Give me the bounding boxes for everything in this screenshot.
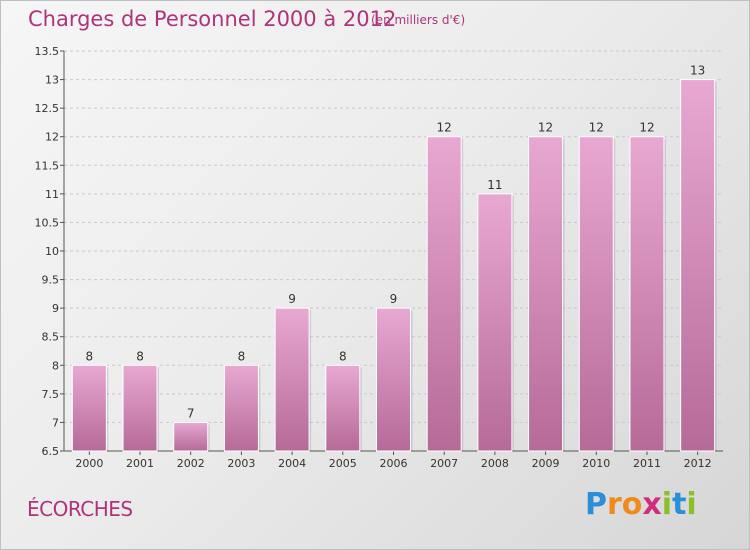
bar [477, 193, 513, 452]
bar [528, 136, 564, 452]
logo-letter: t [672, 487, 687, 522]
y-tick-label: 9.5 [42, 274, 60, 287]
x-tick-label: 2008 [481, 457, 509, 470]
y-tick-label: 11 [45, 188, 59, 201]
bar-value-label: 11 [487, 178, 502, 192]
bar-value-label: 8 [136, 349, 144, 363]
bar-value-label: 12 [538, 121, 553, 135]
x-tick-label: 2003 [227, 457, 255, 470]
y-tick-label: 6.5 [42, 445, 60, 458]
labels: 8 2000 8 2001 7 2002 8 2003 9 2004 8 2005 9 2006 12 200… [75, 64, 711, 470]
bar-value-label: 12 [639, 121, 654, 135]
x-tick-label: 2011 [633, 457, 661, 470]
bar [629, 136, 665, 452]
logo-letter: i [686, 487, 697, 522]
y-tick-label: 9 [52, 302, 59, 315]
bar [173, 421, 209, 452]
bar-value-label: 8 [339, 349, 347, 363]
x-tick-label: 2001 [126, 457, 154, 470]
bar [426, 136, 462, 452]
logo-letter: x [642, 487, 662, 522]
bar [376, 307, 411, 452]
bar-value-label: 8 [86, 349, 94, 363]
x-tick-label: 2012 [684, 457, 712, 470]
bar-value-label: 13 [690, 64, 705, 78]
x-tick-label: 2007 [430, 457, 458, 470]
y-tick-label: 7 [52, 416, 59, 429]
y-tick-label: 7.5 [42, 388, 60, 401]
y-tick-label: 12.5 [35, 102, 60, 115]
bar-value-label: 12 [589, 121, 604, 135]
logo-letter: o [621, 487, 643, 522]
y-tick-label: 10 [45, 245, 59, 258]
logo-letter: P [585, 487, 607, 522]
y-tick-label: 13 [45, 74, 59, 87]
x-tick-label: 2004 [278, 457, 306, 470]
x-tick-label: 2002 [177, 457, 205, 470]
bar [122, 364, 158, 452]
bar-value-label: 9 [288, 292, 296, 306]
bar [223, 364, 259, 452]
chart-title: Charges de Personnel 2000 à 2012 [28, 7, 397, 31]
bar [578, 136, 614, 452]
x-tick-label: 2009 [532, 457, 560, 470]
bar-value-label: 8 [238, 349, 246, 363]
chart-subtitle: (en milliers d'€) [371, 13, 466, 27]
grid-lines [64, 50, 723, 423]
bar [680, 79, 716, 452]
x-tick-label: 2006 [380, 457, 408, 470]
y-tick-label: 8.5 [42, 331, 60, 344]
logo-letter: r [607, 487, 622, 522]
bar [274, 307, 310, 452]
bar-value-label: 7 [187, 406, 195, 420]
x-tick-label: 2005 [329, 457, 357, 470]
x-tick-label: 2010 [582, 457, 610, 470]
y-tick-label: 11.5 [35, 159, 60, 172]
logo-letter: i [661, 487, 673, 522]
commune-name: ÉCORCHES [27, 497, 133, 521]
bar [71, 364, 107, 452]
proxiti-logo[interactable]: Proxiti [585, 487, 697, 522]
bars [71, 79, 717, 452]
y-tick-label: 10.5 [35, 216, 60, 229]
x-tick-label: 2000 [75, 457, 103, 470]
y-tick-label: 8 [52, 359, 59, 372]
bar [325, 364, 361, 452]
bar-value-label: 9 [390, 292, 398, 306]
y-tick-label: 12 [45, 131, 59, 144]
bar-value-label: 12 [437, 121, 452, 135]
y-tick-label: 13.5 [35, 45, 60, 58]
